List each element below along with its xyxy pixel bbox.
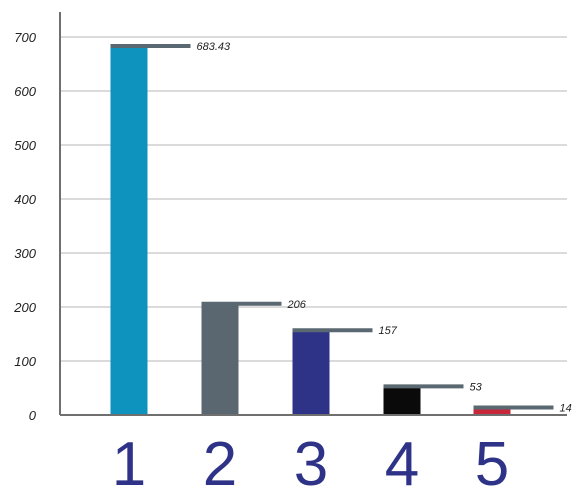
bar-2 [201, 303, 239, 415]
y-tick-labels: 0 100 200 300 400 500 600 700 [13, 30, 36, 423]
value-markers [110, 43, 554, 410]
y-tick-label: 300 [14, 246, 36, 261]
category-label-1: 1 [112, 430, 146, 491]
bar-4 [383, 386, 421, 415]
category-label-2: 2 [203, 430, 237, 491]
bar-5 [473, 407, 511, 415]
category-label-4: 4 [385, 430, 419, 491]
value-label-4: 53 [470, 381, 483, 393]
y-tick-label: 700 [14, 30, 36, 45]
bar-3 [292, 330, 330, 415]
value-label-3: 157 [379, 325, 398, 337]
bars [110, 45, 511, 415]
y-tick-label: 400 [14, 192, 36, 207]
y-tick-label: 600 [14, 84, 36, 99]
category-label-5: 5 [475, 430, 509, 491]
bar-1 [110, 45, 148, 415]
y-tick-label: 200 [13, 300, 36, 315]
category-label-3: 3 [294, 430, 328, 491]
value-label-1: 683.43 [197, 41, 232, 53]
value-label-5: 14 [560, 402, 572, 414]
value-labels: 683.43 206 157 53 14 [197, 41, 572, 414]
y-tick-label: 500 [14, 138, 36, 153]
value-label-2: 206 [287, 299, 307, 311]
axes [59, 12, 567, 416]
y-tick-label: 0 [29, 408, 37, 423]
y-tick-label: 100 [14, 354, 36, 369]
